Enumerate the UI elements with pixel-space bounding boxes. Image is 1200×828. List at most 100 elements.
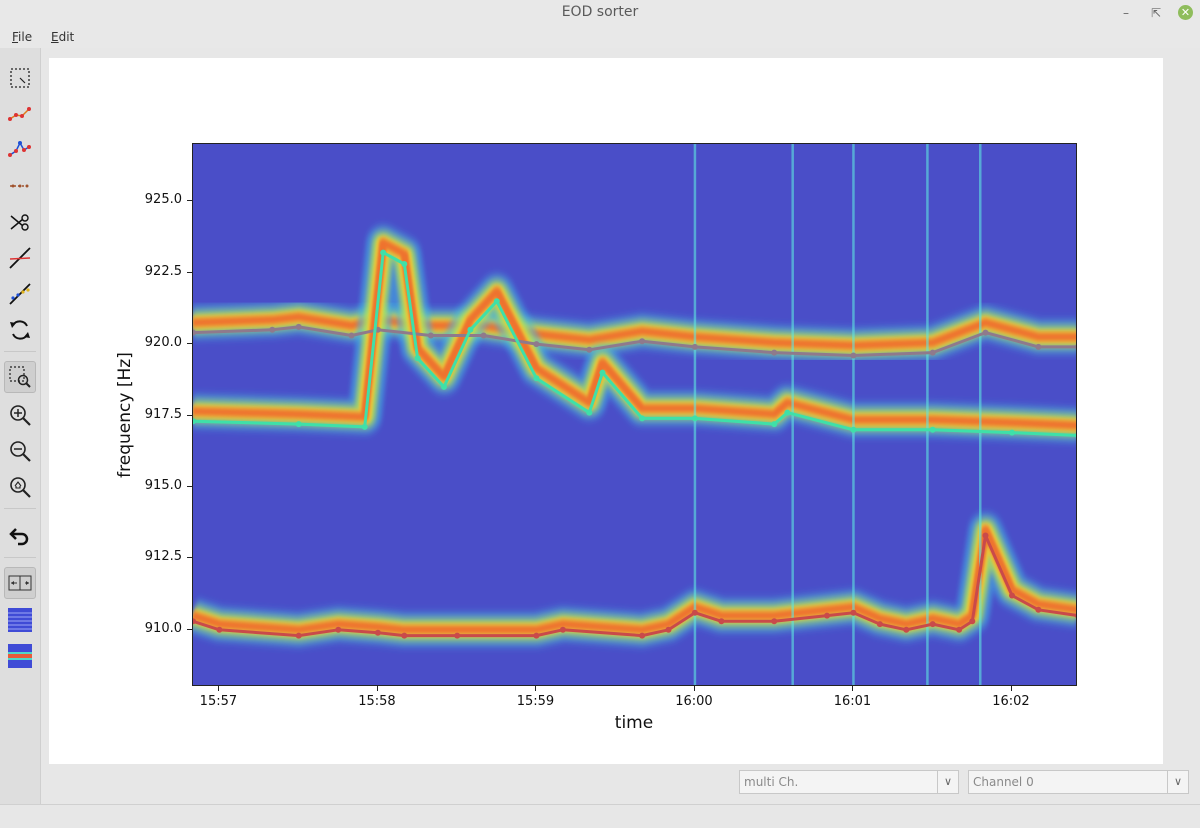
trace-point[interactable] xyxy=(348,332,355,339)
trace-point[interactable] xyxy=(586,409,593,416)
trace-point[interactable] xyxy=(639,632,646,639)
select-box-icon[interactable] xyxy=(7,65,33,91)
spectrogram-band xyxy=(193,238,1076,430)
trace-point[interactable] xyxy=(982,329,989,336)
zoom-in-icon[interactable] xyxy=(7,402,33,428)
trace-line-1[interactable] xyxy=(193,251,1077,437)
trace-point[interactable] xyxy=(850,352,857,359)
trace-point[interactable] xyxy=(1009,429,1015,436)
trace-point[interactable] xyxy=(665,626,672,633)
zoom-select-button[interactable] xyxy=(4,361,36,393)
refresh-icon[interactable] xyxy=(7,317,33,343)
trace-point[interactable] xyxy=(193,618,196,625)
trace-point[interactable] xyxy=(784,409,791,416)
cut-icon[interactable] xyxy=(7,209,33,235)
trace-point[interactable] xyxy=(903,626,910,633)
delete-line-icon[interactable] xyxy=(7,245,33,271)
channel-layout-icon xyxy=(8,575,32,591)
toolbar-separator xyxy=(4,351,36,352)
trace-point[interactable] xyxy=(380,249,387,256)
trace-point[interactable] xyxy=(718,618,725,625)
trace-point[interactable] xyxy=(771,421,778,428)
trace-point[interactable] xyxy=(1035,343,1042,350)
trace-point[interactable] xyxy=(533,341,540,348)
menu-file-label: ile xyxy=(18,30,33,44)
split-line-icon[interactable] xyxy=(7,281,33,307)
trace-point[interactable] xyxy=(454,632,461,639)
x-tick-label: 16:00 xyxy=(675,694,713,709)
trace-point[interactable] xyxy=(216,626,223,633)
maximize-button[interactable]: ⇱ xyxy=(1150,6,1162,20)
trace-point[interactable] xyxy=(850,609,857,616)
trace-point[interactable] xyxy=(533,375,540,382)
channel-value: Channel 0 xyxy=(973,775,1034,789)
zoom-out-icon[interactable] xyxy=(7,438,33,464)
trace-point[interactable] xyxy=(929,426,936,433)
trace-point[interactable] xyxy=(691,609,698,616)
trace-point[interactable] xyxy=(493,298,500,305)
x-tick-mark xyxy=(535,686,537,691)
trace-point[interactable] xyxy=(956,626,963,633)
trace-point[interactable] xyxy=(599,369,606,376)
trace-point[interactable] xyxy=(771,349,778,356)
trace-point[interactable] xyxy=(361,423,368,430)
trace-point[interactable] xyxy=(982,532,989,539)
trace-point[interactable] xyxy=(771,618,778,625)
trace-point[interactable] xyxy=(1035,606,1042,613)
minimize-button[interactable]: – xyxy=(1123,6,1129,20)
menu-edit[interactable]: Edit xyxy=(51,30,74,44)
close-button[interactable]: ✕ xyxy=(1178,5,1193,20)
zoom-home-icon[interactable] xyxy=(7,474,33,500)
menu-file[interactable]: File xyxy=(12,30,32,44)
trace-point[interactable] xyxy=(824,612,830,619)
channel-layout-button[interactable] xyxy=(4,567,36,599)
trace-point[interactable] xyxy=(691,415,698,422)
trace-point[interactable] xyxy=(691,343,698,350)
trace-point[interactable] xyxy=(1075,344,1077,350)
spectrogram-blue-icon[interactable] xyxy=(7,607,33,633)
trace-point[interactable] xyxy=(441,383,447,390)
trace-point[interactable] xyxy=(193,329,196,336)
spectrogram-plot[interactable] xyxy=(192,143,1077,686)
trace-point[interactable] xyxy=(295,323,302,330)
trace-point[interactable] xyxy=(414,355,421,362)
trace-point[interactable] xyxy=(295,632,302,639)
x-tick-label: 15:58 xyxy=(358,694,396,709)
connect-points-icon[interactable] xyxy=(7,101,33,127)
trace-point[interactable] xyxy=(876,621,883,628)
trace-point[interactable] xyxy=(639,415,646,422)
y-tick-mark xyxy=(187,271,192,273)
trace-point[interactable] xyxy=(1009,592,1015,599)
trace-point[interactable] xyxy=(427,332,434,339)
trace-point[interactable] xyxy=(269,326,276,333)
trace-point[interactable] xyxy=(480,332,487,339)
trace-point[interactable] xyxy=(374,629,381,636)
y-tick-label: 912.5 xyxy=(144,549,182,565)
trace-point[interactable] xyxy=(401,632,408,639)
trace-point[interactable] xyxy=(335,626,342,633)
trace-point[interactable] xyxy=(533,632,540,639)
channel-select[interactable]: Channel 0 ∨ xyxy=(968,770,1189,794)
trace-point[interactable] xyxy=(401,261,408,267)
trace-point[interactable] xyxy=(1075,613,1077,619)
x-tick-mark xyxy=(852,686,854,691)
connect-line-icon[interactable] xyxy=(7,137,33,163)
trace-point[interactable] xyxy=(193,418,196,425)
trace-point[interactable] xyxy=(295,421,302,428)
trace-point[interactable] xyxy=(559,626,566,633)
channel-mode-select[interactable]: multi Ch. ∨ xyxy=(739,770,959,794)
y-tick-label: 910.0 xyxy=(144,620,182,636)
trace-point[interactable] xyxy=(639,338,646,345)
trace-point[interactable] xyxy=(969,618,976,625)
trace-point[interactable] xyxy=(929,349,936,356)
toolbar-separator xyxy=(4,508,36,509)
trace-point[interactable] xyxy=(1075,433,1077,439)
spectrogram-red-icon[interactable] xyxy=(7,643,33,669)
undo-icon[interactable] xyxy=(7,523,33,549)
trace-point[interactable] xyxy=(929,621,936,628)
menubar: File Edit xyxy=(0,26,1200,48)
trace-point[interactable] xyxy=(467,326,474,333)
trace-point[interactable] xyxy=(586,346,593,353)
trace-point[interactable] xyxy=(850,426,857,433)
dotted-line-icon[interactable] xyxy=(7,173,33,199)
